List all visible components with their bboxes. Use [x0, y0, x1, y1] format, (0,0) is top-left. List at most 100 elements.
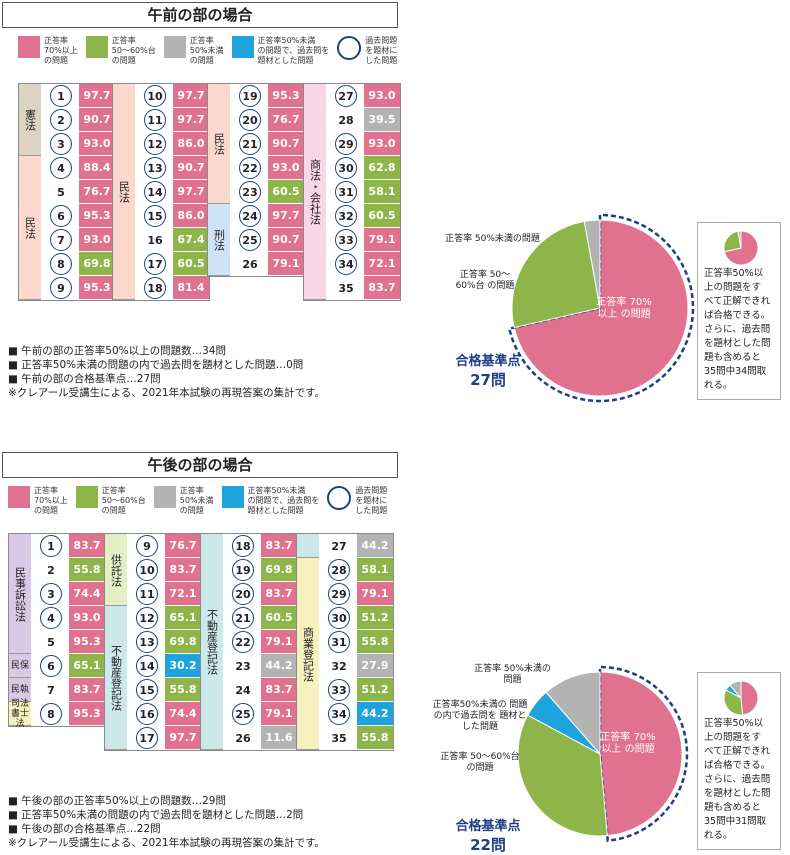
legend-text: 正答率 70%以上 の問題	[44, 36, 78, 65]
question-number: 5	[47, 635, 55, 649]
past-question-number: 18	[144, 277, 166, 299]
question-group: 民法 10 97.7 11 97.7 12 86.0 13 90.7 14 97.7 15 86.0 16…	[112, 83, 210, 301]
pie-slice	[511, 220, 601, 329]
question-number: 16	[147, 233, 163, 247]
past-question-number: 25	[232, 703, 254, 725]
question-number-cell: 10	[129, 558, 165, 582]
am-legend: 正答率 70%以上 の問題 正答率 50〜60%台 の問題 正答率 50%未満 の問…	[18, 36, 405, 66]
question-number-cell: 15	[129, 678, 165, 702]
question-number-cell: 35	[321, 726, 357, 750]
question-number: 23	[235, 659, 251, 673]
correct-rate-cell: 60.5	[173, 252, 209, 276]
pm-pass-value: 22問	[470, 836, 506, 854]
pie-slice	[599, 671, 683, 837]
pie-slice	[723, 689, 744, 716]
subject-label: 司法書士法	[10, 699, 29, 729]
note-line: ■ 午後の部の正答率50%以上の問題数…29問	[8, 795, 226, 807]
subject-label: 商法・会社法	[308, 159, 322, 225]
correct-rate-cell: 95.3	[79, 276, 115, 300]
correct-rate-cell: 86.0	[173, 204, 209, 228]
question-number-cell: 20	[225, 582, 261, 606]
correct-rate-cell: 97.7	[165, 726, 201, 750]
correct-rate-cell: 83.7	[261, 678, 297, 702]
am-pie-label-gray: 正答率 50%未満の問題	[445, 234, 540, 244]
past-question-number: 30	[335, 157, 357, 179]
legend-circle-marker	[337, 36, 362, 60]
pm-pie-label-pink: 正答率 70%以上 の問題	[600, 732, 656, 755]
passing-slice-outline	[507, 213, 695, 403]
question-number-cell: 31	[321, 630, 357, 654]
question-number: 35	[338, 281, 354, 295]
am-notes: ■ 午前の部の正答率50%以上の問題数…34問 ■ 正答率50%未満の問題の内で…	[8, 344, 325, 400]
legend-item: 正答率 50%未満 の問題	[163, 36, 224, 66]
subject-label: 刑法	[212, 229, 226, 251]
subject-band: 不動産登記法	[105, 606, 127, 750]
past-question-number: 9	[50, 277, 72, 299]
question-number-cell: 26	[232, 252, 268, 276]
correct-rate-cell: 95.3	[69, 702, 105, 726]
question-number-cell: 27	[328, 84, 364, 108]
correct-rate-cell: 76.7	[79, 180, 115, 204]
question-number-cell: 13	[129, 630, 165, 654]
correct-rate-cell: 44.2	[261, 654, 297, 678]
question-number: 26	[242, 257, 258, 271]
correct-rate-cell: 83.7	[364, 276, 400, 300]
correct-rate-cell: 83.7	[261, 534, 297, 558]
correct-rate-cell: 39.5	[364, 108, 400, 132]
past-question-number: 4	[40, 607, 62, 629]
question-number-cell: 18	[137, 276, 173, 300]
subject-label: 不動産登記法	[109, 645, 123, 711]
question-number-cell: 18	[225, 534, 261, 558]
past-question-number: 23	[239, 181, 261, 203]
question-number-cell: 22	[232, 156, 268, 180]
correct-rate-cell: 55.8	[357, 726, 393, 750]
correct-rate-cell: 76.7	[165, 534, 201, 558]
note-line: ※クレアール受講生による、2021年本試験の再現答案の集計です。	[8, 387, 326, 399]
question-number-cell: 17	[129, 726, 165, 750]
legend-text: 過去問題 を題材に した問題	[355, 486, 388, 515]
correct-rate-cell: 60.5	[364, 204, 400, 228]
correct-rate-cell: 79.1	[261, 702, 297, 726]
past-question-number: 16	[136, 703, 158, 725]
correct-rate-cell: 67.4	[173, 228, 209, 252]
past-question-number: 29	[335, 133, 357, 155]
subject-band: 憲法	[19, 84, 41, 156]
question-group: 商業登記法 27 44.2 28 58.1 29 79.1 30 51.2 31 55.8 32 27.…	[296, 533, 394, 751]
am-pass-label: 合格基準点	[455, 354, 521, 369]
correct-rate-cell: 93.0	[69, 606, 105, 630]
am-pie-label-green: 正答率 50〜60%台 の問題	[455, 270, 515, 291]
legend-swatch	[18, 36, 40, 58]
past-question-number: 3	[40, 583, 62, 605]
question-number-cell: 33	[321, 678, 357, 702]
question-number-cell: 30	[321, 606, 357, 630]
question-number-cell: 20	[232, 108, 268, 132]
past-question-number: 12	[144, 133, 166, 155]
pm-side-box: 正答率50%以 上の問題をす べて正解できれ ば合格できる。 さらに、過去問 を…	[697, 672, 781, 850]
correct-rate-cell: 27.9	[357, 654, 393, 678]
question-number-cell: 28	[321, 558, 357, 582]
legend-item: 正答率 50%未満 の問題	[153, 486, 214, 516]
past-question-number: 22	[239, 157, 261, 179]
note-line: ■ 午前の部の正答率50%以上の問題数…34問	[8, 345, 226, 357]
legend-item: 過去問題 を題材に した問題	[327, 486, 387, 516]
legend-text: 正答率 50〜60%台 の問題	[101, 486, 146, 515]
correct-rate-cell: 97.7	[268, 204, 304, 228]
question-group: 商法・会社法 27 93.0 28 39.5 29 93.0 30 62.8 31 58.1 32 60…	[303, 83, 401, 301]
am-pie-chart	[507, 213, 695, 403]
past-question-number: 9	[136, 535, 158, 557]
correct-rate-cell: 65.1	[69, 654, 105, 678]
question-number-cell: 25	[232, 228, 268, 252]
past-question-number: 6	[40, 655, 62, 677]
past-question-number: 28	[328, 559, 350, 581]
past-question-number: 31	[335, 181, 357, 203]
passing-slice-outline	[598, 665, 689, 843]
question-number-cell: 33	[328, 228, 364, 252]
legend-circle-marker	[327, 486, 352, 510]
past-question-number: 20	[239, 109, 261, 131]
pm-side-text: 正答率50%以 上の問題をす べて正解できれ ば合格できる。 さらに、過去問 を…	[704, 718, 771, 841]
pm-pie-label-green: 正答率 50〜60%台 の問題	[440, 752, 520, 773]
past-question-number: 17	[144, 253, 166, 275]
question-number-cell: 6	[43, 204, 79, 228]
correct-rate-cell: 69.8	[79, 252, 115, 276]
past-question-number: 1	[40, 535, 62, 557]
